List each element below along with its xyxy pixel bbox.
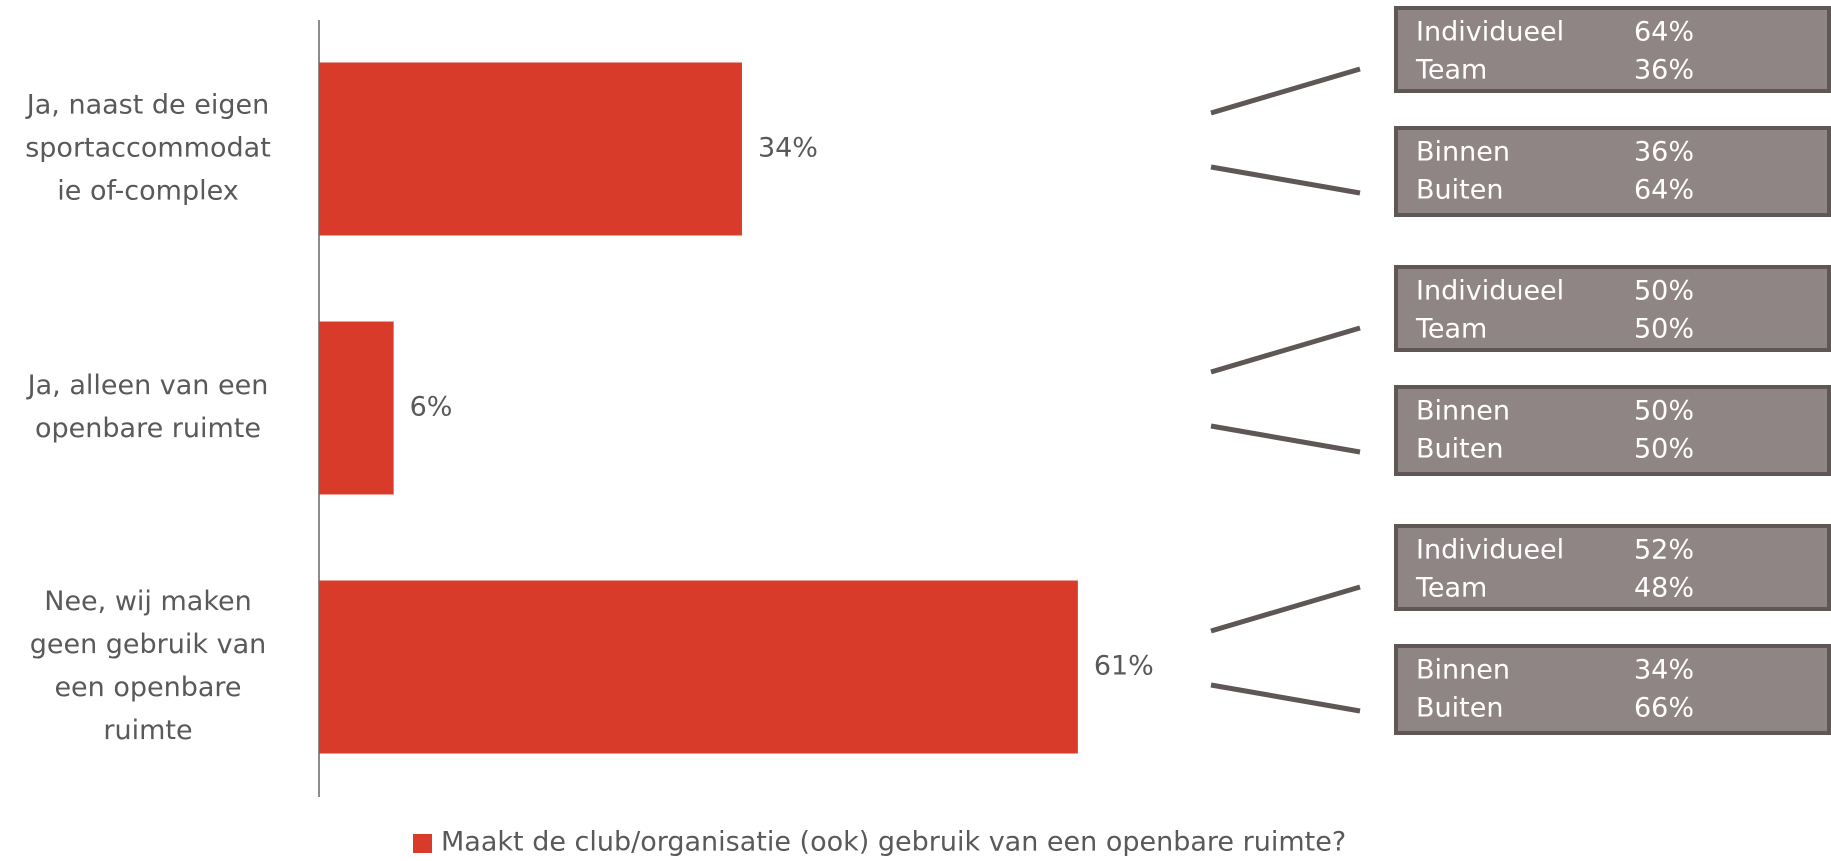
connector bbox=[1210, 164, 1361, 196]
callout-name: Team bbox=[1415, 55, 1487, 86]
callout-value: 50% bbox=[1634, 396, 1694, 427]
connector bbox=[1210, 325, 1361, 375]
category-label: Nee, wij maken bbox=[44, 586, 252, 617]
category-label: een openbare bbox=[54, 672, 241, 703]
callout-box: Individueel 50% Team 50% bbox=[1394, 265, 1831, 352]
callout-name: Individueel bbox=[1416, 276, 1564, 307]
callout-name: Team bbox=[1415, 573, 1487, 604]
category-label: sportaccommodat bbox=[25, 133, 271, 164]
callout-name: Buiten bbox=[1416, 175, 1503, 206]
callout-frame bbox=[1394, 524, 1831, 611]
category-label: ie of-complex bbox=[57, 176, 238, 207]
callout-name: Buiten bbox=[1416, 434, 1503, 465]
value-label: 61% bbox=[1094, 651, 1154, 682]
bar bbox=[319, 62, 742, 236]
callout-value: 52% bbox=[1634, 535, 1694, 566]
callout-name: Individueel bbox=[1416, 535, 1564, 566]
callout-value: 50% bbox=[1634, 314, 1694, 345]
callout-box: Binnen 50% Buiten 50% bbox=[1394, 385, 1831, 476]
connector bbox=[1210, 584, 1361, 634]
callout-name: Team bbox=[1415, 314, 1487, 345]
callout-value: 36% bbox=[1634, 55, 1694, 86]
bar bbox=[319, 580, 1078, 754]
category-label: Ja, alleen van een bbox=[26, 370, 269, 401]
callout-value: 64% bbox=[1634, 17, 1694, 48]
callout-frame bbox=[1394, 644, 1831, 735]
callout-frame bbox=[1394, 265, 1831, 352]
callout-value: 50% bbox=[1634, 434, 1694, 465]
category-label: openbare ruimte bbox=[35, 413, 261, 444]
value-label: 6% bbox=[410, 392, 453, 423]
connector bbox=[1210, 423, 1361, 455]
callout-name: Binnen bbox=[1416, 137, 1510, 168]
callout-name: Buiten bbox=[1416, 693, 1503, 724]
callout-name: Binnen bbox=[1416, 396, 1510, 427]
callout-box: Binnen 36% Buiten 64% bbox=[1394, 126, 1831, 217]
bar bbox=[319, 321, 394, 495]
callout-value: 64% bbox=[1634, 175, 1694, 206]
callout-box: Individueel 64% Team 36% bbox=[1394, 6, 1831, 93]
callout-frame bbox=[1394, 6, 1831, 93]
connector bbox=[1210, 682, 1361, 714]
callout-value: 50% bbox=[1634, 276, 1694, 307]
callout-box: Binnen 34% Buiten 66% bbox=[1394, 644, 1831, 735]
callout-frame bbox=[1394, 126, 1831, 217]
category-label: ruimte bbox=[103, 715, 192, 746]
legend-swatch bbox=[413, 834, 432, 853]
callout-value: 34% bbox=[1634, 655, 1694, 686]
callout-name: Individueel bbox=[1416, 17, 1564, 48]
callout-frame bbox=[1394, 385, 1831, 476]
category-label: geen gebruik van bbox=[30, 629, 267, 660]
callout-name: Binnen bbox=[1416, 655, 1510, 686]
callout-value: 48% bbox=[1634, 573, 1694, 604]
callout-value: 66% bbox=[1634, 693, 1694, 724]
callout-value: 36% bbox=[1634, 137, 1694, 168]
category-label: Ja, naast de eigen bbox=[25, 90, 269, 121]
callout-box: Individueel 52% Team 48% bbox=[1394, 524, 1831, 611]
value-label: 34% bbox=[758, 133, 818, 164]
legend-label: Maakt de club/organisatie (ook) gebruik … bbox=[441, 827, 1346, 858]
connector bbox=[1210, 66, 1361, 116]
